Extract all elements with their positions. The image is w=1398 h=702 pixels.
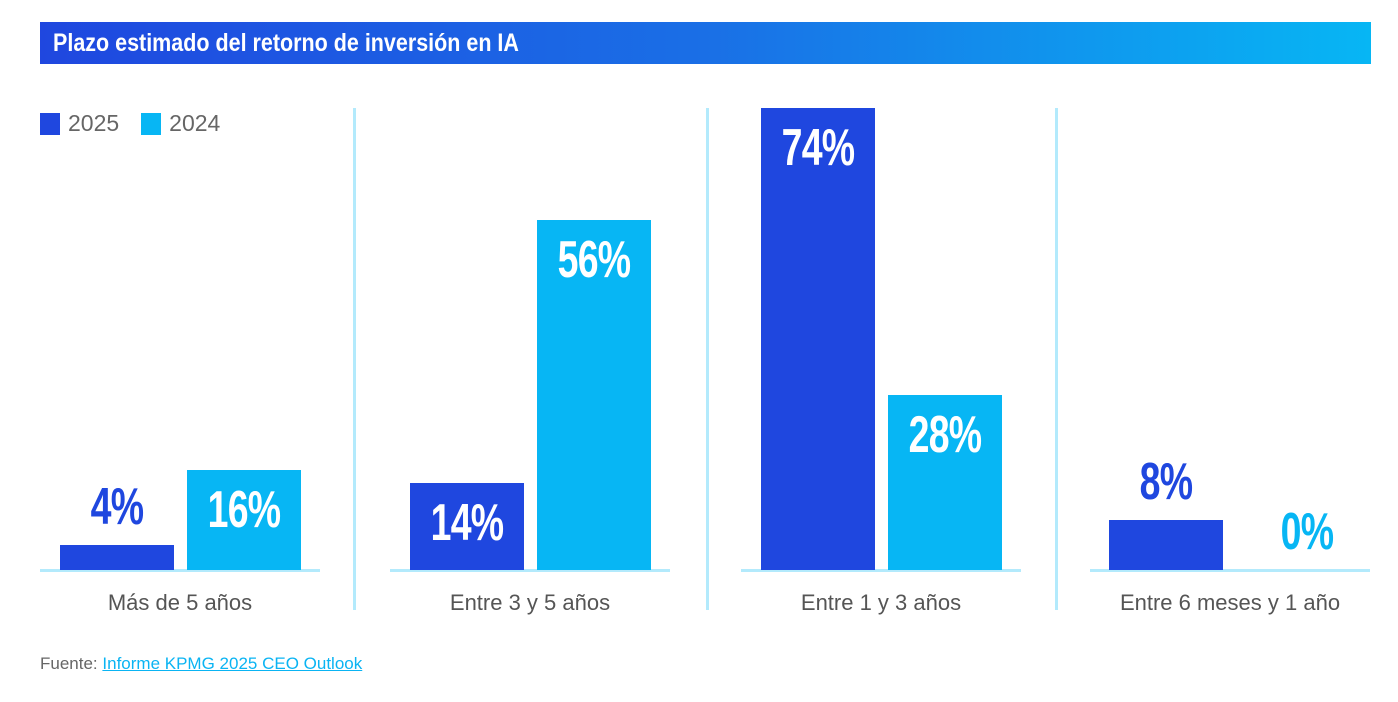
bar-2025-1 [410,482,524,570]
title-bar: Plazo estimado del retorno de inversión … [40,22,1371,64]
legend-label-2025: 2025 [68,110,120,136]
data-label-2024-3: 0% [1280,503,1334,561]
baseline [40,569,320,572]
bar-2024-2 [888,395,1002,570]
bar-2024-1 [537,220,651,570]
baseline [390,569,670,572]
data-label-2025-3: 8% [1139,453,1193,512]
category-label: Entre 3 y 5 años [449,590,611,615]
legend-swatch-2024 [141,112,162,135]
source-label: Fuente: [40,654,98,673]
legend-swatch-2025 [40,112,60,135]
baseline [741,569,1021,572]
legend-item-2025: 2025 [40,110,119,137]
data-label-2025-0: 4% [90,478,144,537]
baseline [1090,569,1370,572]
category-label: Entre 6 meses y 1 año [1119,590,1341,615]
data-label-2024-2: 28% [908,406,982,465]
bar-2024-0 [187,470,301,570]
category-label: Más de 5 años [107,590,253,615]
data-label-2024-1: 56% [557,231,631,290]
legend-item-2024: 2024 [141,110,220,137]
data-label-2025-2: 74% [781,119,855,177]
group-divider [353,108,356,610]
bar-2025-3 [1109,520,1223,570]
chart-title: Plazo estimado del retorno de inversión … [53,29,519,57]
bar-2025-2 [761,108,875,570]
category-label: Entre 1 y 3 años [800,590,962,615]
group-divider [706,108,709,610]
legend-label-2024: 2024 [169,110,221,136]
bar-2025-0 [60,545,174,570]
source-link[interactable]: Informe KPMG 2025 CEO Outlook [102,654,363,673]
source-note: Fuente: Informe KPMG 2025 CEO Outlook [40,654,362,674]
group-divider [1055,108,1058,610]
data-label-2024-0: 16% [207,481,281,540]
data-label-2025-1: 14% [430,493,504,552]
legend: 2025 2024 [40,110,242,137]
